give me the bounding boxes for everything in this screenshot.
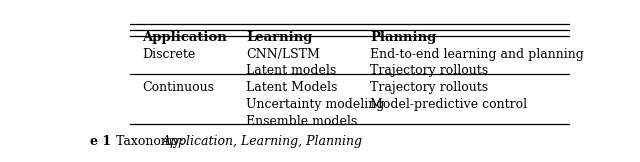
- Text: Uncertainty modeling: Uncertainty modeling: [246, 98, 385, 111]
- Text: Discrete: Discrete: [142, 48, 195, 61]
- Text: Latent Models: Latent Models: [246, 81, 337, 94]
- Text: Model-predictive control: Model-predictive control: [370, 98, 527, 111]
- Text: Trajectory rollouts: Trajectory rollouts: [370, 64, 488, 77]
- Text: Trajectory rollouts: Trajectory rollouts: [370, 81, 488, 94]
- Text: e 1: e 1: [90, 135, 111, 148]
- Text: End-to-end learning and planning: End-to-end learning and planning: [370, 48, 584, 61]
- Text: Taxonomy:: Taxonomy:: [116, 135, 188, 148]
- Text: Ensemble models: Ensemble models: [246, 115, 357, 128]
- Text: Planning: Planning: [370, 31, 436, 44]
- Text: Continuous: Continuous: [142, 81, 214, 94]
- Text: Application: Application: [142, 31, 227, 44]
- Text: Latent models: Latent models: [246, 64, 337, 77]
- Text: Application, Learning, Planning: Application, Learning, Planning: [162, 135, 363, 148]
- Text: CNN/LSTM: CNN/LSTM: [246, 48, 320, 61]
- Text: Learning: Learning: [246, 31, 312, 44]
